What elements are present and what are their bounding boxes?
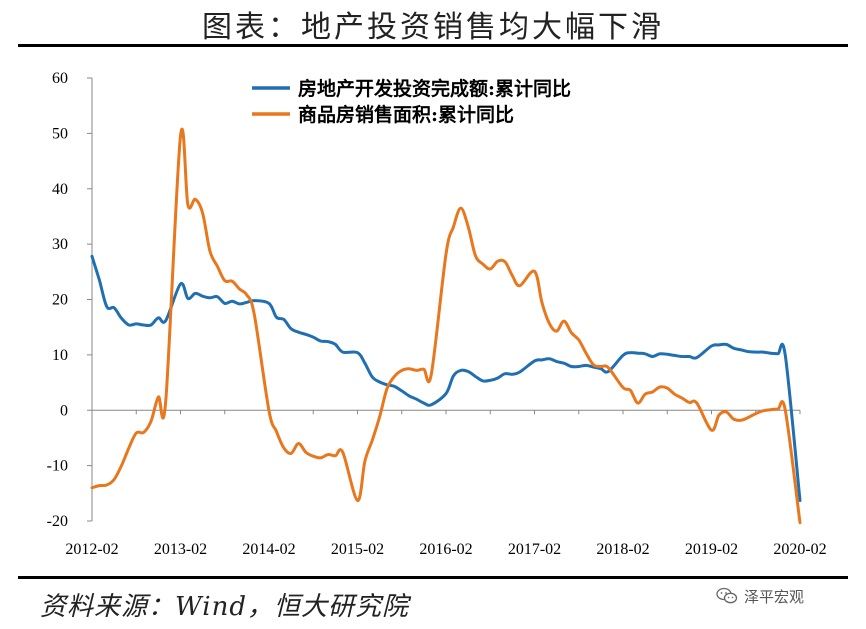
legend-label-1: 房地产开发投资完成额:累计同比	[298, 77, 571, 100]
x-tick-label: 2017-02	[508, 541, 561, 558]
page-title: 图表：地产投资销售均大幅下滑	[202, 10, 664, 45]
x-tick-label: 2012-02	[65, 541, 118, 558]
source-note: 资料来源：Wind，恒大研究院	[40, 592, 409, 622]
bottom-divider	[18, 576, 848, 579]
y-tick-label: 20	[52, 292, 68, 309]
watermark: 泽平宏观	[716, 582, 804, 610]
x-tick-label: 2016-02	[419, 541, 472, 558]
x-tick-label: 2014-02	[242, 541, 295, 558]
watermark-text: 泽平宏观	[744, 587, 805, 606]
chart-axes: 60 50 40 30 20 10 0 -10 -20 2012-02 2013-02 2014-02…	[47, 70, 827, 558]
x-tick-label: 2019-02	[685, 541, 738, 558]
series-line-2	[90, 127, 802, 525]
y-tick-label: 50	[52, 125, 68, 142]
x-tick-label: 2020-02	[773, 541, 826, 558]
wechat-icon	[716, 587, 738, 604]
y-tick-label: 40	[52, 181, 68, 198]
y-tick-label: 30	[52, 236, 68, 253]
x-tick-label: 2018-02	[596, 541, 649, 558]
chart-series	[90, 127, 802, 525]
top-divider	[18, 44, 848, 47]
y-tick-label: 60	[52, 70, 68, 87]
y-tick-label: 0	[60, 402, 68, 419]
legend-label-2: 商品房销售面积:累计同比	[298, 103, 514, 126]
x-tick-label: 2015-02	[331, 541, 384, 558]
y-tick-label: 10	[52, 347, 68, 364]
x-tick-label: 2013-02	[154, 541, 207, 558]
series-line-1	[90, 254, 802, 502]
y-tick-label: -10	[47, 458, 68, 475]
y-tick-label: -20	[47, 513, 68, 530]
